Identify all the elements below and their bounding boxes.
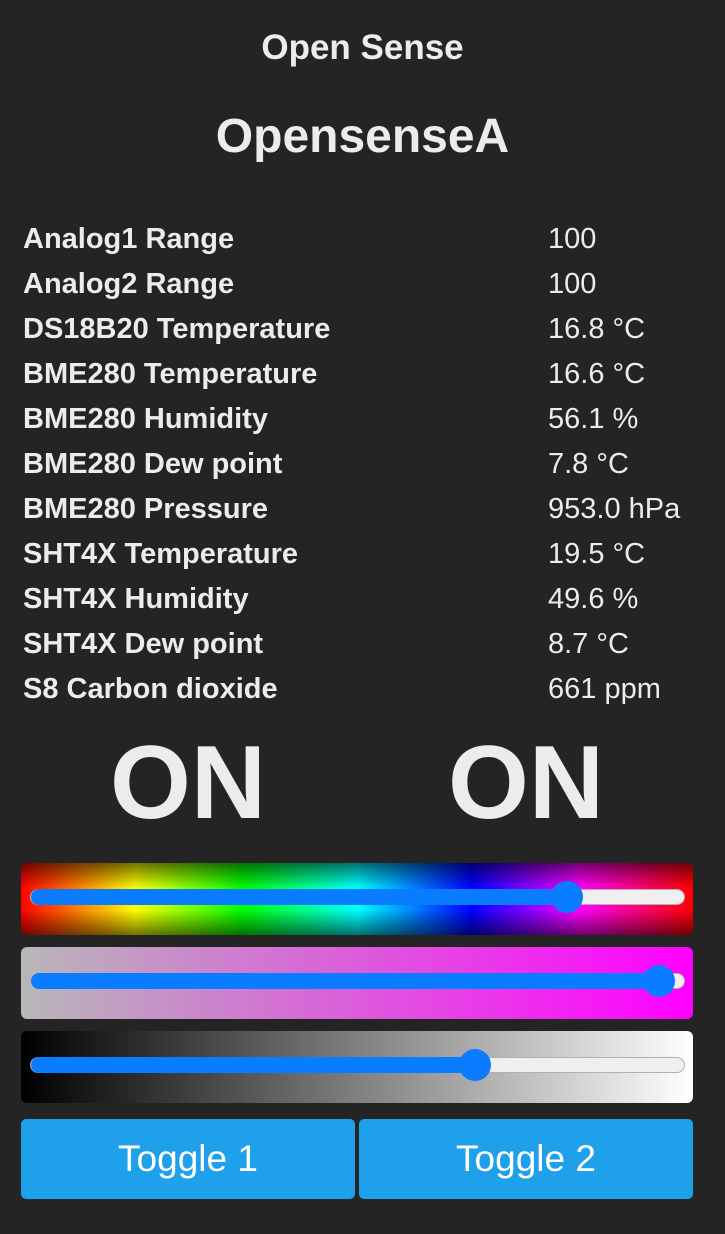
reading-row: BME280 Temperature 16.6 °C <box>23 352 713 397</box>
reading-label: BME280 Dew point <box>23 448 283 480</box>
readings-table: Analog1 Range 100 Analog2 Range 100 DS18… <box>23 217 713 712</box>
hue-slider-fill <box>31 889 567 905</box>
reading-value: 7.8 °C <box>548 448 629 480</box>
reading-value: 100 <box>548 268 597 300</box>
saturation-slider-thumb[interactable] <box>642 965 675 997</box>
reading-row: SHT4X Dew point 8.7 °C <box>23 622 713 667</box>
switch-states: ON ON <box>0 728 725 838</box>
toggle-2-button[interactable]: Toggle 2 <box>359 1119 693 1199</box>
reading-row: DS18B20 Temperature 16.8 °C <box>23 307 713 352</box>
reading-label: S8 Carbon dioxide <box>23 673 278 705</box>
reading-value: 953.0 hPa <box>548 493 681 525</box>
reading-value: 8.7 °C <box>548 628 629 660</box>
hue-slider-panel <box>21 863 693 935</box>
reading-row: SHT4X Humidity 49.6 % <box>23 577 713 622</box>
reading-value: 56.1 % <box>548 403 639 435</box>
reading-value: 661 ppm <box>548 673 661 705</box>
brightness-slider-panel <box>21 1031 693 1103</box>
reading-label: SHT4X Dew point <box>23 628 264 660</box>
reading-label: SHT4X Temperature <box>23 538 299 570</box>
brightness-slider-track[interactable] <box>30 1057 685 1073</box>
hue-slider-track[interactable] <box>30 889 685 905</box>
reading-value: 100 <box>548 223 597 255</box>
app-title: Open Sense <box>261 28 464 67</box>
switch-2-state: ON <box>448 725 604 841</box>
reading-label: SHT4X Humidity <box>23 583 249 615</box>
reading-label: BME280 Pressure <box>23 493 269 525</box>
brightness-slider-fill <box>31 1057 476 1073</box>
reading-label: Analog1 Range <box>23 223 235 255</box>
reading-label: BME280 Temperature <box>23 358 318 390</box>
brightness-slider-thumb[interactable] <box>459 1049 492 1081</box>
reading-label: Analog2 Range <box>23 268 235 300</box>
reading-row: SHT4X Temperature 19.5 °C <box>23 532 713 577</box>
saturation-slider-track[interactable] <box>30 973 685 989</box>
reading-row: S8 Carbon dioxide 661 ppm <box>23 667 713 712</box>
reading-value: 16.6 °C <box>548 358 646 390</box>
toggle-1-button[interactable]: Toggle 1 <box>21 1119 355 1199</box>
reading-label: BME280 Humidity <box>23 403 268 435</box>
reading-value: 19.5 °C <box>548 538 646 570</box>
reading-value: 16.8 °C <box>548 313 646 345</box>
reading-row: BME280 Humidity 56.1 % <box>23 397 713 442</box>
reading-value: 49.6 % <box>548 583 639 615</box>
reading-row: BME280 Dew point 7.8 °C <box>23 442 713 487</box>
reading-row: Analog2 Range 100 <box>23 262 713 307</box>
reading-row: Analog1 Range 100 <box>23 217 713 262</box>
saturation-slider-fill <box>31 973 658 989</box>
reading-label: DS18B20 Temperature <box>23 313 331 345</box>
switch-1-state: ON <box>110 725 266 841</box>
hue-slider-thumb[interactable] <box>551 881 584 913</box>
device-title: OpensenseA <box>215 110 510 163</box>
saturation-slider-panel <box>21 947 693 1019</box>
reading-row: BME280 Pressure 953.0 hPa <box>23 487 713 532</box>
